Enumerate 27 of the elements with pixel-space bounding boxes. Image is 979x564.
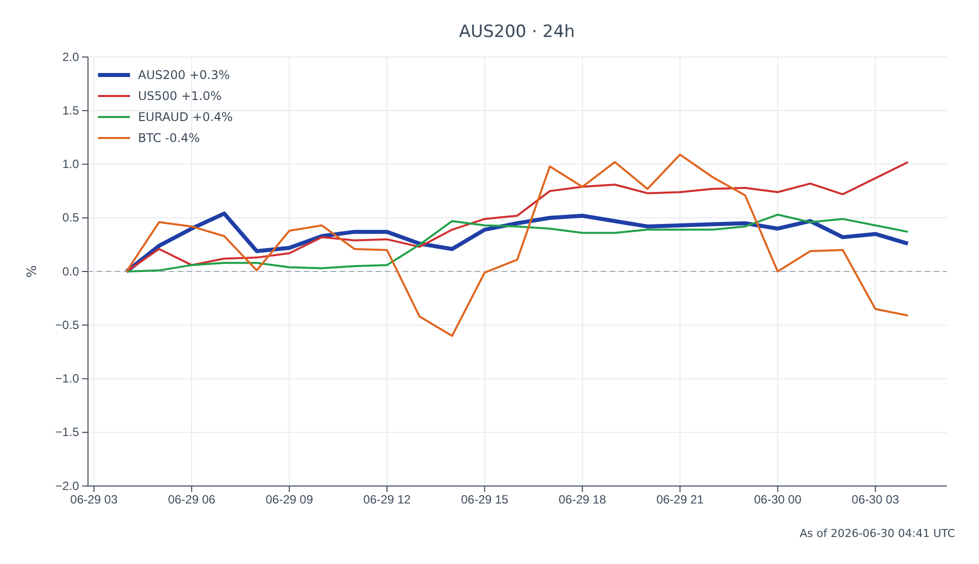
x-tick-label: 06-29 03 — [70, 492, 118, 507]
line-series — [126, 154, 909, 337]
x-tick-label: 06-30 00 — [754, 492, 802, 507]
x-tick-label: 06-29 15 — [460, 492, 509, 507]
line-series — [126, 161, 909, 272]
chart-title: AUS200 · 24h — [459, 22, 575, 42]
y-tick-label: 2.0 — [62, 50, 80, 64]
legend-label: BTC -0.4% — [138, 131, 200, 145]
x-tick-label: 06-29 12 — [363, 492, 412, 507]
y-tick-label: 1.5 — [62, 103, 80, 118]
legend-label: AUS200 +0.3% — [138, 68, 230, 82]
legend-label: EURAUD +0.4% — [138, 110, 233, 124]
y-tick-label: −0.5 — [55, 318, 80, 332]
x-tick-label: 06-29 18 — [558, 492, 606, 507]
legend-label: US500 +1.0% — [138, 89, 222, 103]
x-tick-label: 06-30 03 — [852, 492, 900, 507]
x-tick-label: 06-29 06 — [168, 492, 216, 507]
y-tick-label: 1.0 — [62, 157, 80, 172]
y-tick-label: −1.0 — [55, 372, 80, 386]
y-tick-label: −1.5 — [55, 425, 80, 440]
y-tick-label: −2.0 — [55, 478, 80, 493]
y-axis-title: % — [25, 265, 40, 278]
x-tick-label: 06-29 21 — [656, 492, 704, 507]
y-tick-label: 0.5 — [62, 210, 80, 225]
x-tick-label: 06-29 09 — [266, 492, 314, 507]
y-tick-label: 0.0 — [62, 264, 80, 278]
text: As of 2026-06-30 04:41 UTC — [800, 527, 956, 540]
